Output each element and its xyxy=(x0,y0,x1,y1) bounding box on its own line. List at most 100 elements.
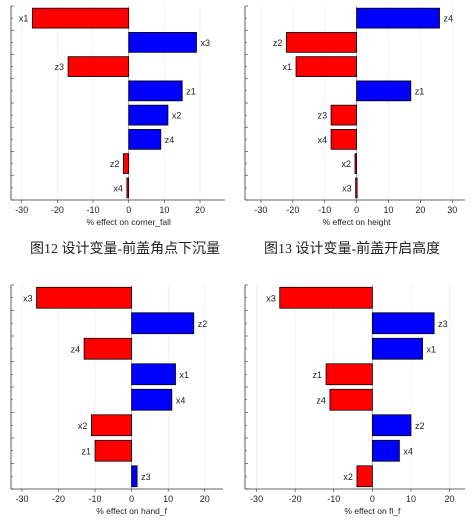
x-tick-label: -30 xyxy=(254,205,267,215)
bar-label-x4: x4 xyxy=(113,183,123,193)
x-axis-label: % effect on corner_fall xyxy=(86,217,171,227)
x-tick-label: 20 xyxy=(195,205,205,215)
bar-z3 xyxy=(67,56,130,77)
bar-label-x4: x4 xyxy=(176,395,186,405)
bar-z2 xyxy=(286,32,357,53)
bar-z1 xyxy=(128,80,183,102)
x-tick-label: 20 xyxy=(445,494,455,504)
x-tick-label: -30 xyxy=(15,494,28,504)
bar-x2 xyxy=(91,414,133,437)
chart-corner-fall: x1 x3 z3 z1 x2 z4 z2 x4 -30 -20 -10 0 10 20 % effect o… xyxy=(5,2,231,227)
bar-x3 xyxy=(279,286,373,309)
x-tick-label: 10 xyxy=(406,494,416,504)
x-tick-label: -30 xyxy=(15,205,28,215)
bar-label-x2: x2 xyxy=(78,421,88,431)
x-axis-label: % effect on hand_f xyxy=(96,506,167,516)
x-tick-label: 0 xyxy=(129,494,134,504)
bar-z1 xyxy=(356,80,412,102)
chart-svg: x3 z2 z4 x1 x4 x2 z1 z3 -30 -20 -10 0 10 20 % effect o… xyxy=(10,284,223,516)
bar-z2 xyxy=(122,153,130,174)
caption-fig13: 图13 设计变量-前盖开启高度 xyxy=(264,242,441,257)
x-axis-label: % effect on height xyxy=(323,217,392,227)
bar-label-x2: x2 xyxy=(341,159,351,169)
x-tick-label: -10 xyxy=(327,494,340,504)
x-tick-label: -10 xyxy=(318,205,331,215)
caption-fig12: 图12 设计变量-前盖角点下沉量 xyxy=(30,242,221,257)
bar-label-z4: z4 xyxy=(443,14,453,24)
bar-label-x2: x2 xyxy=(343,472,353,482)
bar-x3 xyxy=(36,286,133,309)
bar-label-x1: x1 xyxy=(19,14,29,24)
bar-z3 xyxy=(131,465,138,488)
bar-label-z2: z2 xyxy=(198,319,208,329)
bar-x2 xyxy=(356,465,373,488)
bar-x2 xyxy=(354,153,357,174)
bar-label-x3: x3 xyxy=(23,293,33,303)
x-tick-label: -10 xyxy=(89,494,102,504)
bar-z2 xyxy=(131,312,195,335)
bar-label-z1: z1 xyxy=(82,446,92,456)
bar-label-x1: x1 xyxy=(179,370,189,380)
bar-x4 xyxy=(330,129,357,150)
x-tick-label: 10 xyxy=(383,205,393,215)
x-tick-label: -20 xyxy=(289,494,302,504)
bar-label-x3: x3 xyxy=(342,183,352,193)
x-tick-label: 20 xyxy=(200,494,210,504)
bar-label-z3: z3 xyxy=(55,62,65,72)
x-tick-label: 30 xyxy=(447,205,457,215)
x-tick-label: 0 xyxy=(370,494,375,504)
bar-z3 xyxy=(371,312,435,335)
bar-z4 xyxy=(329,388,373,411)
x-axis-label: % effect on fl_f xyxy=(344,506,401,516)
x-tick-label: 0 xyxy=(354,205,359,215)
x-tick-label: -30 xyxy=(250,494,263,504)
bar-label-z3: z3 xyxy=(141,472,151,482)
bar-x4 xyxy=(131,388,173,411)
bar-label-x4: x4 xyxy=(318,135,328,145)
bar-z2 xyxy=(371,414,412,437)
bar-z4 xyxy=(128,129,162,150)
x-tick-label: 10 xyxy=(159,205,169,215)
chart-hand-f: x3 z2 z4 x1 x4 x2 z1 z3 -30 -20 -10 0 10 20 % effect o… xyxy=(5,281,231,516)
bar-x1 xyxy=(295,56,357,77)
bar-z1 xyxy=(325,363,373,386)
bar-label-x1: x1 xyxy=(427,344,437,354)
bar-label-z2: z2 xyxy=(110,159,120,169)
bar-label-z1: z1 xyxy=(415,86,425,96)
chart-svg: z4 z2 x1 z1 z3 x4 x2 x3 -30 -20 -10 0 10 20 30 % effect… xyxy=(244,5,465,227)
bar-x4 xyxy=(371,439,400,462)
x-tick-label: 10 xyxy=(163,494,173,504)
bar-z4 xyxy=(356,7,440,29)
x-tick-label: -20 xyxy=(51,205,64,215)
chart-height: z4 z2 x1 z1 z3 x4 x2 x3 -30 -20 -10 0 10 20 30 % effect… xyxy=(241,2,469,227)
bar-label-z1: z1 xyxy=(186,86,196,96)
bar-label-x3: x3 xyxy=(200,38,210,48)
x-tick-label: 0 xyxy=(126,205,131,215)
bar-label-z2: z2 xyxy=(273,38,283,48)
x-tick-label: -10 xyxy=(87,205,100,215)
bar-z1 xyxy=(94,439,133,462)
bar-x3 xyxy=(128,32,197,53)
bar-z3 xyxy=(330,104,357,126)
bar-label-z1: z1 xyxy=(313,370,323,380)
bar-x2 xyxy=(128,104,169,126)
bar-label-z2: z2 xyxy=(415,421,425,431)
bar-z4 xyxy=(83,337,133,360)
chart-fl-f: x3 z3 x1 z1 z4 z2 x4 x2 -30 -20 -10 0 10 20 % effect o… xyxy=(241,281,469,516)
bar-label-z3: z3 xyxy=(438,319,448,329)
chart-svg: x1 x3 z3 z1 x2 z4 z2 x4 -30 -20 -10 0 10 20 % effect o… xyxy=(10,5,225,227)
bar-x1 xyxy=(131,363,176,386)
bar-x1 xyxy=(371,337,423,360)
bar-label-x3: x3 xyxy=(266,293,276,303)
bar-x3 xyxy=(355,177,358,199)
bar-x1 xyxy=(31,7,130,29)
bar-label-x2: x2 xyxy=(172,111,182,121)
bar-x4 xyxy=(126,177,130,199)
bar-label-z4: z4 xyxy=(165,135,175,145)
x-tick-label: 20 xyxy=(415,205,425,215)
chart-svg: x3 z3 x1 z1 z4 z2 x4 x2 -30 -20 -10 0 10 20 % effect o… xyxy=(244,284,465,516)
bar-label-x1: x1 xyxy=(282,62,292,72)
bar-label-z4: z4 xyxy=(71,344,81,354)
bar-label-z3: z3 xyxy=(318,111,328,121)
